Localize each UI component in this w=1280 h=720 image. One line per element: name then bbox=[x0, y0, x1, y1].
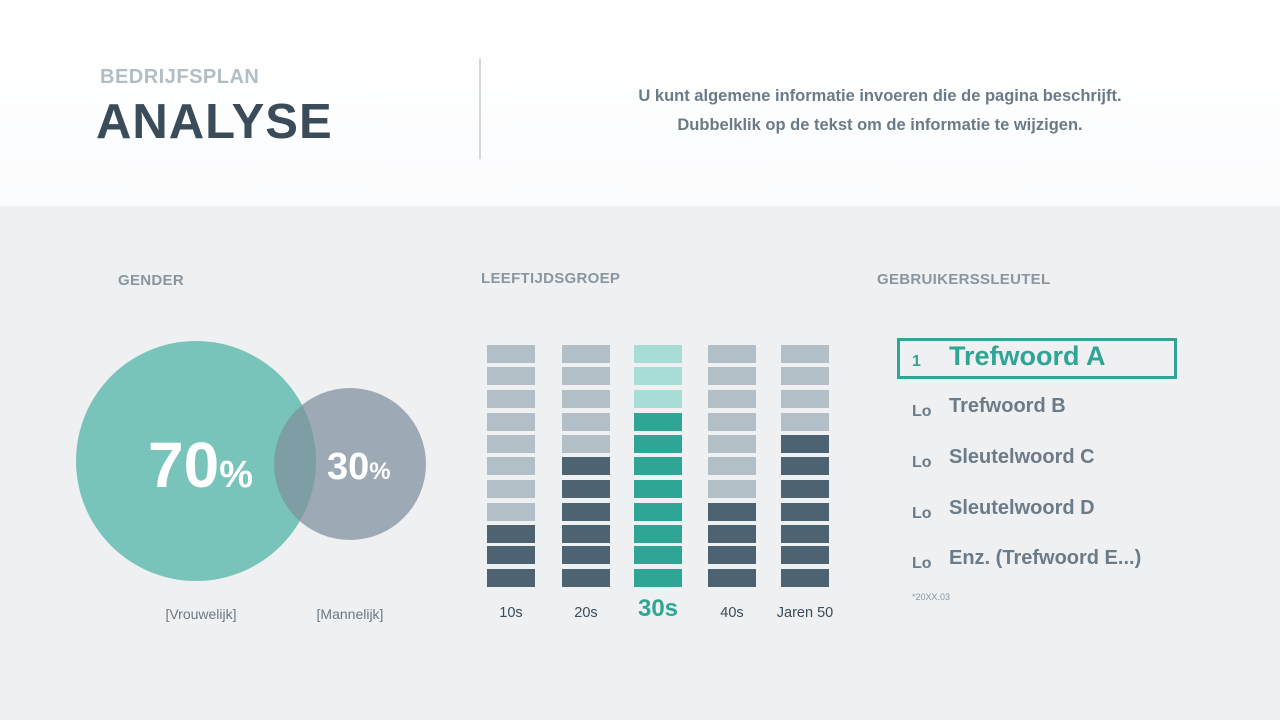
bar-segment-30s-3 bbox=[634, 390, 682, 408]
bar-segment-jaren-50-8 bbox=[781, 503, 829, 521]
bar-segment-10s-11 bbox=[487, 569, 535, 587]
female-percentage: 70% bbox=[148, 428, 253, 502]
bar-segment-40s-4 bbox=[708, 413, 756, 431]
bar-segment-40s-3 bbox=[708, 390, 756, 408]
bar-segment-jaren-50-6 bbox=[781, 457, 829, 475]
bar-segment-40s-5 bbox=[708, 435, 756, 453]
bar-segment-40s-6 bbox=[708, 457, 756, 475]
bar-segment-10s-3 bbox=[487, 390, 535, 408]
keyword-text: Trefwoord B bbox=[949, 395, 1066, 417]
age-label-jaren-50: Jaren 50 bbox=[776, 605, 834, 621]
male-unit: % bbox=[369, 458, 391, 485]
age-label-20s: 20s bbox=[574, 605, 598, 621]
bar-segment-10s-9 bbox=[487, 525, 535, 543]
bar-segment-jaren-50-3 bbox=[781, 390, 829, 408]
age-label-10s: 10s bbox=[499, 605, 523, 621]
keywords-title: GEBRUIKERSSLEUTEL bbox=[877, 271, 1051, 288]
footnote: *20XX.03 bbox=[912, 592, 951, 602]
keyword-rank: Lo bbox=[912, 555, 932, 572]
keyword-text: Enz. (Trefwoord E...) bbox=[949, 547, 1142, 569]
bar-segment-30s-4 bbox=[634, 413, 682, 431]
bar-segment-jaren-50-7 bbox=[781, 480, 829, 498]
page-title: ANALYSE bbox=[96, 95, 333, 149]
bar-segment-jaren-50-11 bbox=[781, 569, 829, 587]
bar-segment-20s-5 bbox=[562, 435, 610, 453]
bar-segment-20s-8 bbox=[562, 503, 610, 521]
keyword-text: Sleutelwoord C bbox=[949, 446, 1095, 468]
bar-segment-40s-8 bbox=[708, 503, 756, 521]
bar-segment-10s-10 bbox=[487, 546, 535, 564]
keyword-rank: Lo bbox=[912, 403, 932, 420]
female-value: 70 bbox=[148, 429, 220, 501]
bar-segment-20s-3 bbox=[562, 390, 610, 408]
bar-segment-jaren-50-1 bbox=[781, 345, 829, 363]
top-keyword-highlight bbox=[897, 338, 1177, 379]
keyword-text: Sleutelwoord D bbox=[949, 497, 1095, 519]
keyword-rank: Lo bbox=[912, 454, 932, 471]
keyword-text: Trefwoord A bbox=[949, 341, 1106, 371]
bar-segment-20s-1 bbox=[562, 345, 610, 363]
bar-segment-jaren-50-10 bbox=[781, 546, 829, 564]
bar-segment-30s-10 bbox=[634, 546, 682, 564]
bar-segment-10s-8 bbox=[487, 503, 535, 521]
bar-segment-jaren-50-2 bbox=[781, 367, 829, 385]
bar-segment-30s-2 bbox=[634, 367, 682, 385]
header: BEDRIJFSPLAN ANALYSE U kunt algemene inf… bbox=[0, 0, 1280, 206]
male-circle bbox=[274, 388, 426, 540]
bar-segment-10s-5 bbox=[487, 435, 535, 453]
bar-segment-jaren-50-4 bbox=[781, 413, 829, 431]
age-label-30s: 30s bbox=[637, 595, 679, 622]
male-percentage: 30% bbox=[327, 446, 391, 489]
bar-segment-10s-4 bbox=[487, 413, 535, 431]
header-subtitle: BEDRIJFSPLAN bbox=[100, 66, 260, 88]
main-content: GENDER 70% 30% [Vrouwelijk] [Mannelijk] … bbox=[0, 206, 1280, 720]
bar-segment-40s-1 bbox=[708, 345, 756, 363]
keyword-rank: 1 bbox=[912, 353, 921, 370]
male-label: [Mannelijk] bbox=[316, 606, 384, 622]
bar-segment-10s-6 bbox=[487, 457, 535, 475]
bar-segment-30s-7 bbox=[634, 480, 682, 498]
bar-segment-30s-6 bbox=[634, 457, 682, 475]
bar-segment-jaren-50-5 bbox=[781, 435, 829, 453]
bar-segment-40s-9 bbox=[708, 525, 756, 543]
bar-segment-40s-10 bbox=[708, 546, 756, 564]
bar-segment-20s-2 bbox=[562, 367, 610, 385]
header-description: U kunt algemene informatie invoeren die … bbox=[560, 82, 1200, 140]
bar-segment-20s-10 bbox=[562, 546, 610, 564]
female-unit: % bbox=[219, 454, 253, 496]
bar-segment-20s-6 bbox=[562, 457, 610, 475]
bar-segment-jaren-50-9 bbox=[781, 525, 829, 543]
bar-segment-30s-5 bbox=[634, 435, 682, 453]
bar-segment-30s-1 bbox=[634, 345, 682, 363]
gender-title: GENDER bbox=[118, 272, 184, 289]
bar-segment-10s-2 bbox=[487, 367, 535, 385]
female-label: [Vrouwelijk] bbox=[165, 606, 237, 622]
bar-segment-40s-7 bbox=[708, 480, 756, 498]
bar-segment-20s-4 bbox=[562, 413, 610, 431]
bar-segment-20s-11 bbox=[562, 569, 610, 587]
male-value: 30 bbox=[327, 446, 370, 488]
description-line-1: U kunt algemene informatie invoeren die … bbox=[638, 87, 1122, 105]
bar-segment-40s-11 bbox=[708, 569, 756, 587]
bar-segment-30s-8 bbox=[634, 503, 682, 521]
bar-segment-30s-9 bbox=[634, 525, 682, 543]
bar-segment-20s-9 bbox=[562, 525, 610, 543]
keyword-rank: Lo bbox=[912, 505, 932, 522]
bar-segment-10s-7 bbox=[487, 480, 535, 498]
bar-segment-20s-7 bbox=[562, 480, 610, 498]
age-label-40s: 40s bbox=[720, 605, 744, 621]
age-title: LEEFTIJDSGROEP bbox=[481, 270, 621, 287]
bar-segment-30s-11 bbox=[634, 569, 682, 587]
bar-segment-10s-1 bbox=[487, 345, 535, 363]
bar-segment-40s-2 bbox=[708, 367, 756, 385]
header-divider bbox=[479, 59, 481, 159]
description-line-2: Dubbelklik op de tekst om de informatie … bbox=[677, 116, 1083, 134]
